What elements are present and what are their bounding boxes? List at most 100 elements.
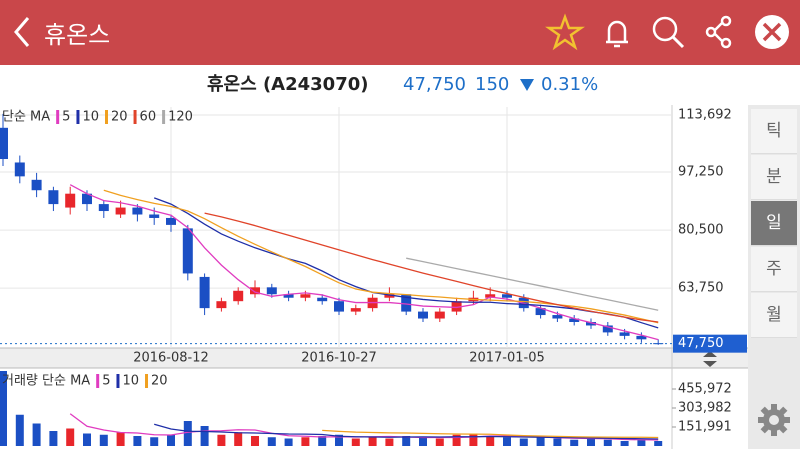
candle-body	[502, 294, 512, 298]
volume-bar	[351, 438, 360, 446]
x-tick-label: 2016-10-27	[301, 351, 377, 366]
volume-bar	[267, 437, 276, 446]
volume-bar	[637, 439, 646, 446]
volume-bar	[15, 414, 24, 446]
candle-body	[233, 290, 244, 302]
candle-body	[602, 325, 613, 333]
stock-info: 휴온스 (A243070) 47,750 150 0.31%	[0, 65, 800, 105]
volume-bar	[301, 437, 310, 446]
period-tab[interactable]: 주	[751, 247, 797, 292]
ma-line	[204, 212, 659, 323]
volume-bar	[183, 421, 192, 446]
candle-body	[451, 301, 462, 312]
volume-bar	[654, 441, 663, 446]
volume-bar	[402, 436, 411, 446]
volume-bar	[167, 434, 175, 446]
share-button[interactable]	[705, 15, 732, 49]
ma-line	[103, 189, 659, 324]
volume-bar	[469, 433, 478, 446]
last-price-label: 47,750	[678, 336, 724, 351]
y-tick-label: 113,692	[678, 108, 732, 123]
stock-price: 47,750	[403, 74, 466, 95]
ma-line	[153, 197, 659, 329]
stock-change-pct: 0.31%	[541, 74, 599, 95]
resize-handle[interactable]	[703, 351, 717, 367]
volume-bar	[284, 438, 293, 446]
volume-bar	[519, 438, 528, 446]
candle-body	[14, 162, 25, 177]
candle-body	[82, 193, 92, 205]
candle-body	[535, 308, 546, 316]
candle-body	[98, 204, 109, 212]
ma-line	[322, 429, 659, 439]
settings-button[interactable]	[756, 402, 792, 438]
candle-body	[350, 308, 361, 312]
candle-body	[384, 294, 395, 298]
volume-bar	[200, 426, 209, 446]
candle-body	[132, 207, 143, 215]
volume-bar	[587, 438, 595, 446]
volume-bar	[536, 437, 545, 446]
volume-bar	[503, 437, 511, 446]
candle-body	[65, 193, 76, 208]
candle-body	[334, 301, 344, 312]
legend-swatch	[96, 374, 100, 388]
candle-body	[149, 214, 160, 218]
candle-body	[115, 207, 126, 215]
volume-bar	[150, 437, 159, 446]
legend-label: 20	[111, 110, 128, 125]
volume-bar	[251, 436, 259, 446]
period-tab[interactable]: 분	[751, 155, 797, 200]
volume-bar	[486, 436, 495, 446]
volume-bar	[234, 432, 243, 446]
down-icon	[520, 79, 534, 91]
stock-change: 150	[475, 74, 510, 95]
candle-body	[166, 217, 176, 225]
legend-label: 5	[62, 110, 70, 125]
volume-bar	[419, 437, 427, 446]
legend-label: 5	[102, 374, 110, 389]
volume-bar	[335, 434, 343, 446]
search-button[interactable]	[652, 16, 685, 49]
candle-body	[434, 311, 445, 319]
alarm-button[interactable]	[606, 20, 628, 48]
candle-body	[586, 321, 596, 326]
volume-bar	[83, 433, 91, 446]
x-tick-label: 2017-01-05	[469, 351, 545, 366]
volume-bar	[217, 434, 226, 446]
volume-bar	[452, 434, 461, 446]
candle-body	[569, 318, 580, 322]
x-tick-label: 2016-08-12	[133, 351, 209, 366]
app-bar-icons	[14, 13, 789, 51]
legend-label: 60	[140, 110, 157, 125]
favorite-button[interactable]	[545, 13, 585, 51]
app-bar: 휴온스	[0, 0, 800, 65]
candle-body	[216, 301, 227, 309]
candle-body	[0, 127, 8, 160]
period-tab[interactable]: 월	[751, 293, 797, 338]
legend-swatch	[105, 110, 108, 124]
legend-swatch	[116, 374, 120, 388]
volume-bar	[49, 431, 58, 446]
legend-label: 20	[151, 374, 168, 389]
volume-bar	[603, 439, 612, 446]
chart: 113,692 97,250 80,500 63,750 2016-08-12 2016-…	[0, 105, 748, 449]
y-tick-label: 455,972	[678, 382, 732, 397]
volume-bar	[553, 438, 562, 446]
legend-title: 거래량 단순 MA	[2, 374, 90, 389]
period-tab[interactable]: 틱	[751, 109, 797, 154]
legend-swatch	[162, 110, 166, 124]
legend-label: 10	[82, 110, 99, 125]
volume-bar	[385, 438, 394, 446]
back-button[interactable]	[14, 17, 30, 47]
legend-swatch	[56, 110, 60, 124]
close-button[interactable]	[755, 15, 789, 49]
y-tick-label: 97,250	[678, 165, 724, 180]
date-band	[0, 348, 748, 368]
volume-bar	[0, 371, 7, 446]
period-tab[interactable]: 일	[751, 201, 797, 246]
candle-body	[317, 297, 328, 302]
candle-body	[48, 190, 59, 205]
legend-swatch	[133, 110, 137, 124]
